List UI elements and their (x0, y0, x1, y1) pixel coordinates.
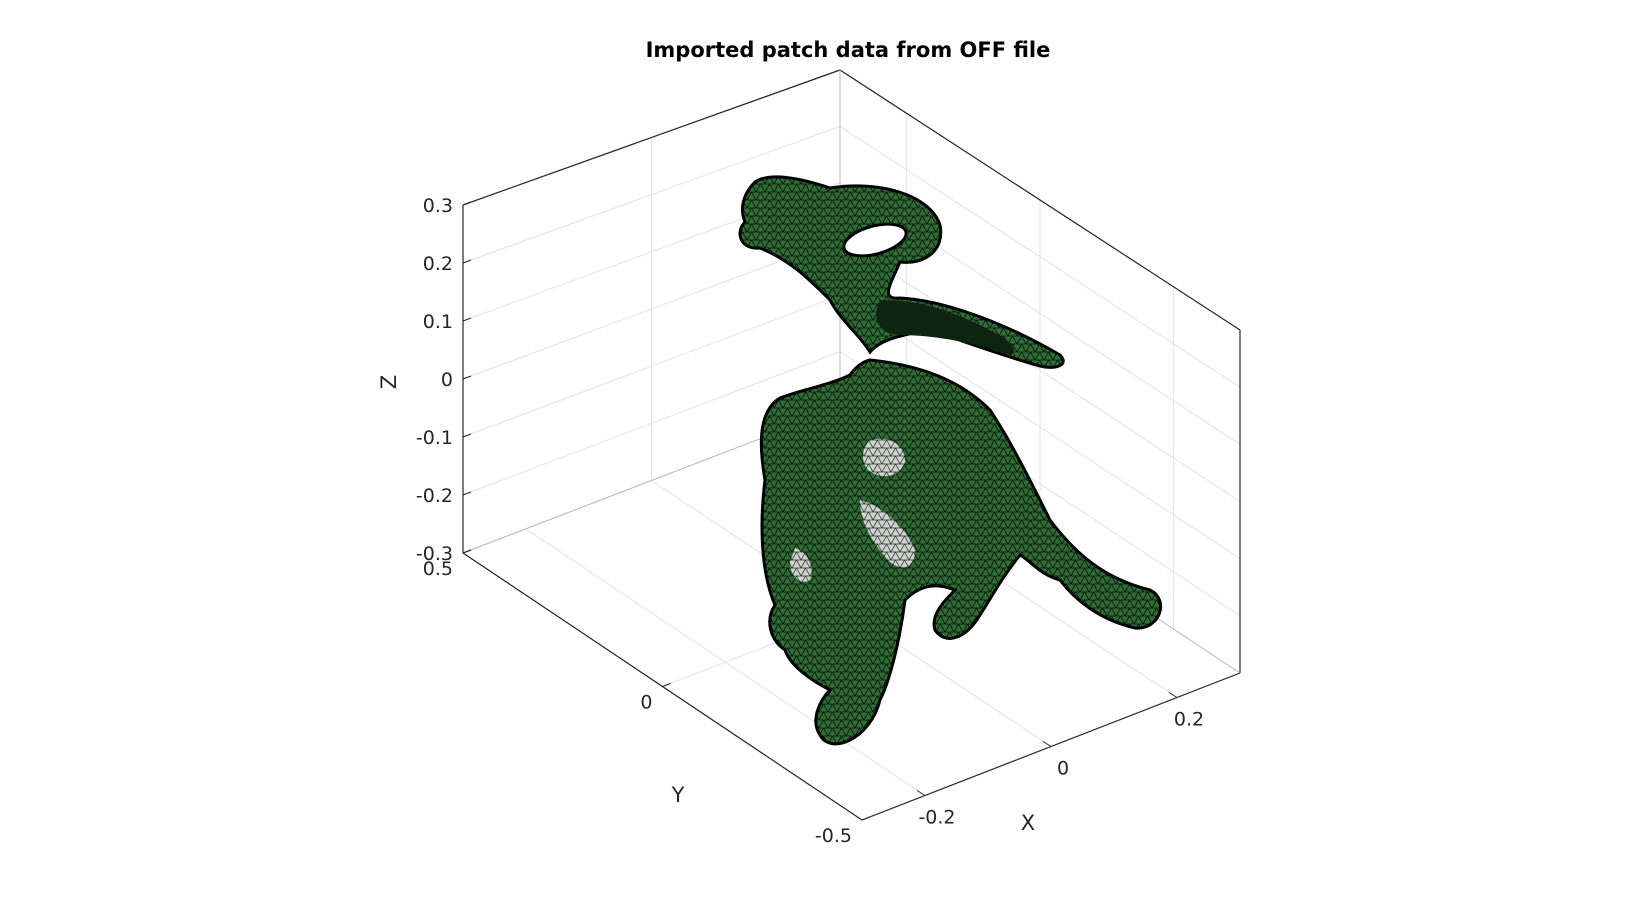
y-tick-mark (462, 549, 472, 554)
x-tick-label: 0.2 (1174, 709, 1204, 731)
z-tick-label: 0.2 (423, 253, 453, 275)
z-tick-mark (462, 259, 472, 264)
x-tick-mark (1042, 741, 1052, 747)
mesh-highlight (860, 500, 915, 568)
x-axis-ticks: -0.2 0 0.2 (916, 692, 1204, 829)
mesh-surface (738, 175, 1163, 746)
x-tick-label: -0.2 (918, 807, 955, 829)
mesh-trunk-hole (842, 222, 908, 258)
y-tick-mark (662, 683, 671, 687)
z-tick-label: 0.1 (423, 311, 453, 333)
mesh-trunk (738, 175, 1065, 369)
x-axis-label: X (1021, 811, 1035, 835)
z-tick-label: -0.1 (416, 427, 453, 449)
y-tick-label: 0 (640, 692, 652, 714)
y-axis-ticks: -0.5 0 0.5 (423, 549, 871, 847)
x-tick-mark (1168, 692, 1178, 698)
y-tick-label: 0.5 (423, 558, 453, 580)
box-edge (839, 69, 1241, 331)
z-tick-mark (462, 433, 472, 438)
mesh-body (759, 358, 1163, 746)
z-tick-label: -0.2 (416, 485, 453, 507)
mesh-head-band (876, 300, 1014, 355)
z-tick-mark (462, 201, 472, 206)
mesh-highlight (790, 548, 812, 582)
z-tick-mark (462, 375, 472, 380)
z-tick-label: 0.3 (423, 195, 453, 217)
z-axis-label: Z (377, 375, 401, 389)
x-tick-label: 0 (1057, 758, 1069, 780)
z-axis-ticks: -0.3 -0.2 -0.1 0 0.1 0.2 0.3 (416, 195, 472, 565)
y-tick-mark (861, 816, 871, 821)
x-tick-mark (916, 790, 926, 796)
z-tick-label: -0.3 (416, 543, 453, 565)
z-tick-label: 0 (441, 369, 453, 391)
chart-title: Imported patch data from OFF file (646, 38, 1051, 62)
z-tick-mark (462, 317, 472, 322)
mesh-highlight (862, 438, 905, 477)
z-tick-mark (462, 491, 472, 496)
x-grid-line (525, 528, 926, 796)
y-axis-label: Y (671, 783, 685, 807)
y-tick-label: -0.5 (815, 825, 852, 847)
box-edge (462, 69, 841, 206)
